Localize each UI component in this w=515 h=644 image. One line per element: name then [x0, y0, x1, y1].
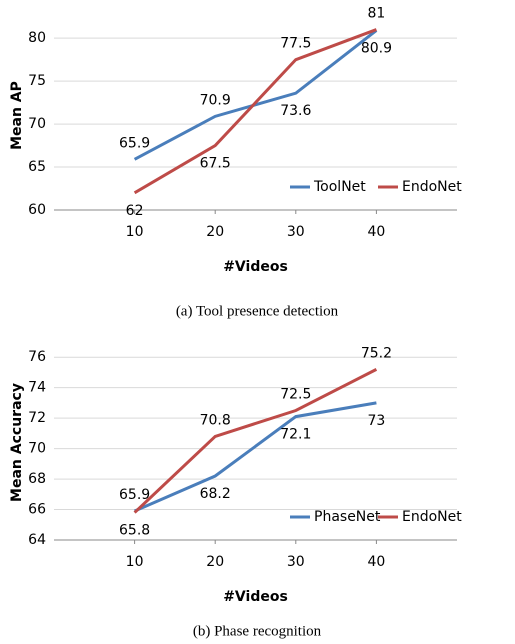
- legend-label: EndoNet: [402, 509, 462, 525]
- y-tick-label: 70: [28, 441, 46, 457]
- y-tick-label: 80: [28, 30, 46, 46]
- y-axis-title: Mean AP: [9, 81, 25, 150]
- x-tick-label: 40: [367, 554, 385, 570]
- x-tick-label: 10: [126, 554, 144, 570]
- line: [133, 368, 378, 514]
- legend-label: PhaseNet: [314, 509, 381, 525]
- y-tick-label: 64: [28, 532, 46, 548]
- data-label: 65.8: [119, 523, 150, 539]
- legend-label: EndoNet: [402, 179, 462, 195]
- line: [133, 28, 377, 195]
- y-tick-label: 75: [28, 73, 46, 89]
- y-tick-label: 60: [28, 202, 46, 218]
- x-tick-label: 20: [206, 554, 224, 570]
- data-label: 65.9: [119, 487, 150, 503]
- y-axis-title: Mean Accuracy: [9, 383, 25, 502]
- x-tick-label: 40: [367, 224, 385, 240]
- caption: (b) Phase recognition: [193, 623, 322, 639]
- y-tick-label: 66: [28, 502, 46, 518]
- data-label: 65.9: [119, 135, 150, 151]
- y-tick-label: 76: [28, 349, 46, 365]
- data-label: 72.1: [280, 427, 311, 443]
- data-label: 73: [367, 413, 385, 429]
- caption: (a) Tool presence detection: [176, 303, 339, 319]
- line: [133, 29, 378, 161]
- data-label: 81: [367, 6, 385, 22]
- line: [134, 401, 377, 513]
- data-label: 75.2: [361, 345, 392, 361]
- y-tick-label: 72: [28, 410, 46, 426]
- y-tick-label: 65: [28, 159, 46, 175]
- data-label: 73.6: [280, 103, 311, 119]
- data-label: 80.9: [361, 40, 392, 56]
- y-tick-label: 68: [28, 471, 46, 487]
- x-tick-label: 10: [126, 224, 144, 240]
- data-label: 72.5: [280, 387, 311, 403]
- data-label: 67.5: [200, 156, 231, 172]
- data-label: 77.5: [280, 36, 311, 52]
- data-label: 62: [126, 203, 144, 219]
- x-tick-label: 30: [287, 554, 305, 570]
- x-tick-label: 20: [206, 224, 224, 240]
- x-tick-label: 30: [287, 224, 305, 240]
- data-label: 68.2: [200, 486, 231, 502]
- y-tick-label: 74: [28, 380, 46, 396]
- x-axis-title: #Videos: [223, 259, 288, 275]
- data-label: 70.8: [200, 412, 231, 428]
- legend-label: ToolNet: [313, 179, 366, 195]
- x-axis-title: #Videos: [223, 589, 288, 605]
- data-label: 70.9: [200, 92, 231, 108]
- y-tick-label: 70: [28, 116, 46, 132]
